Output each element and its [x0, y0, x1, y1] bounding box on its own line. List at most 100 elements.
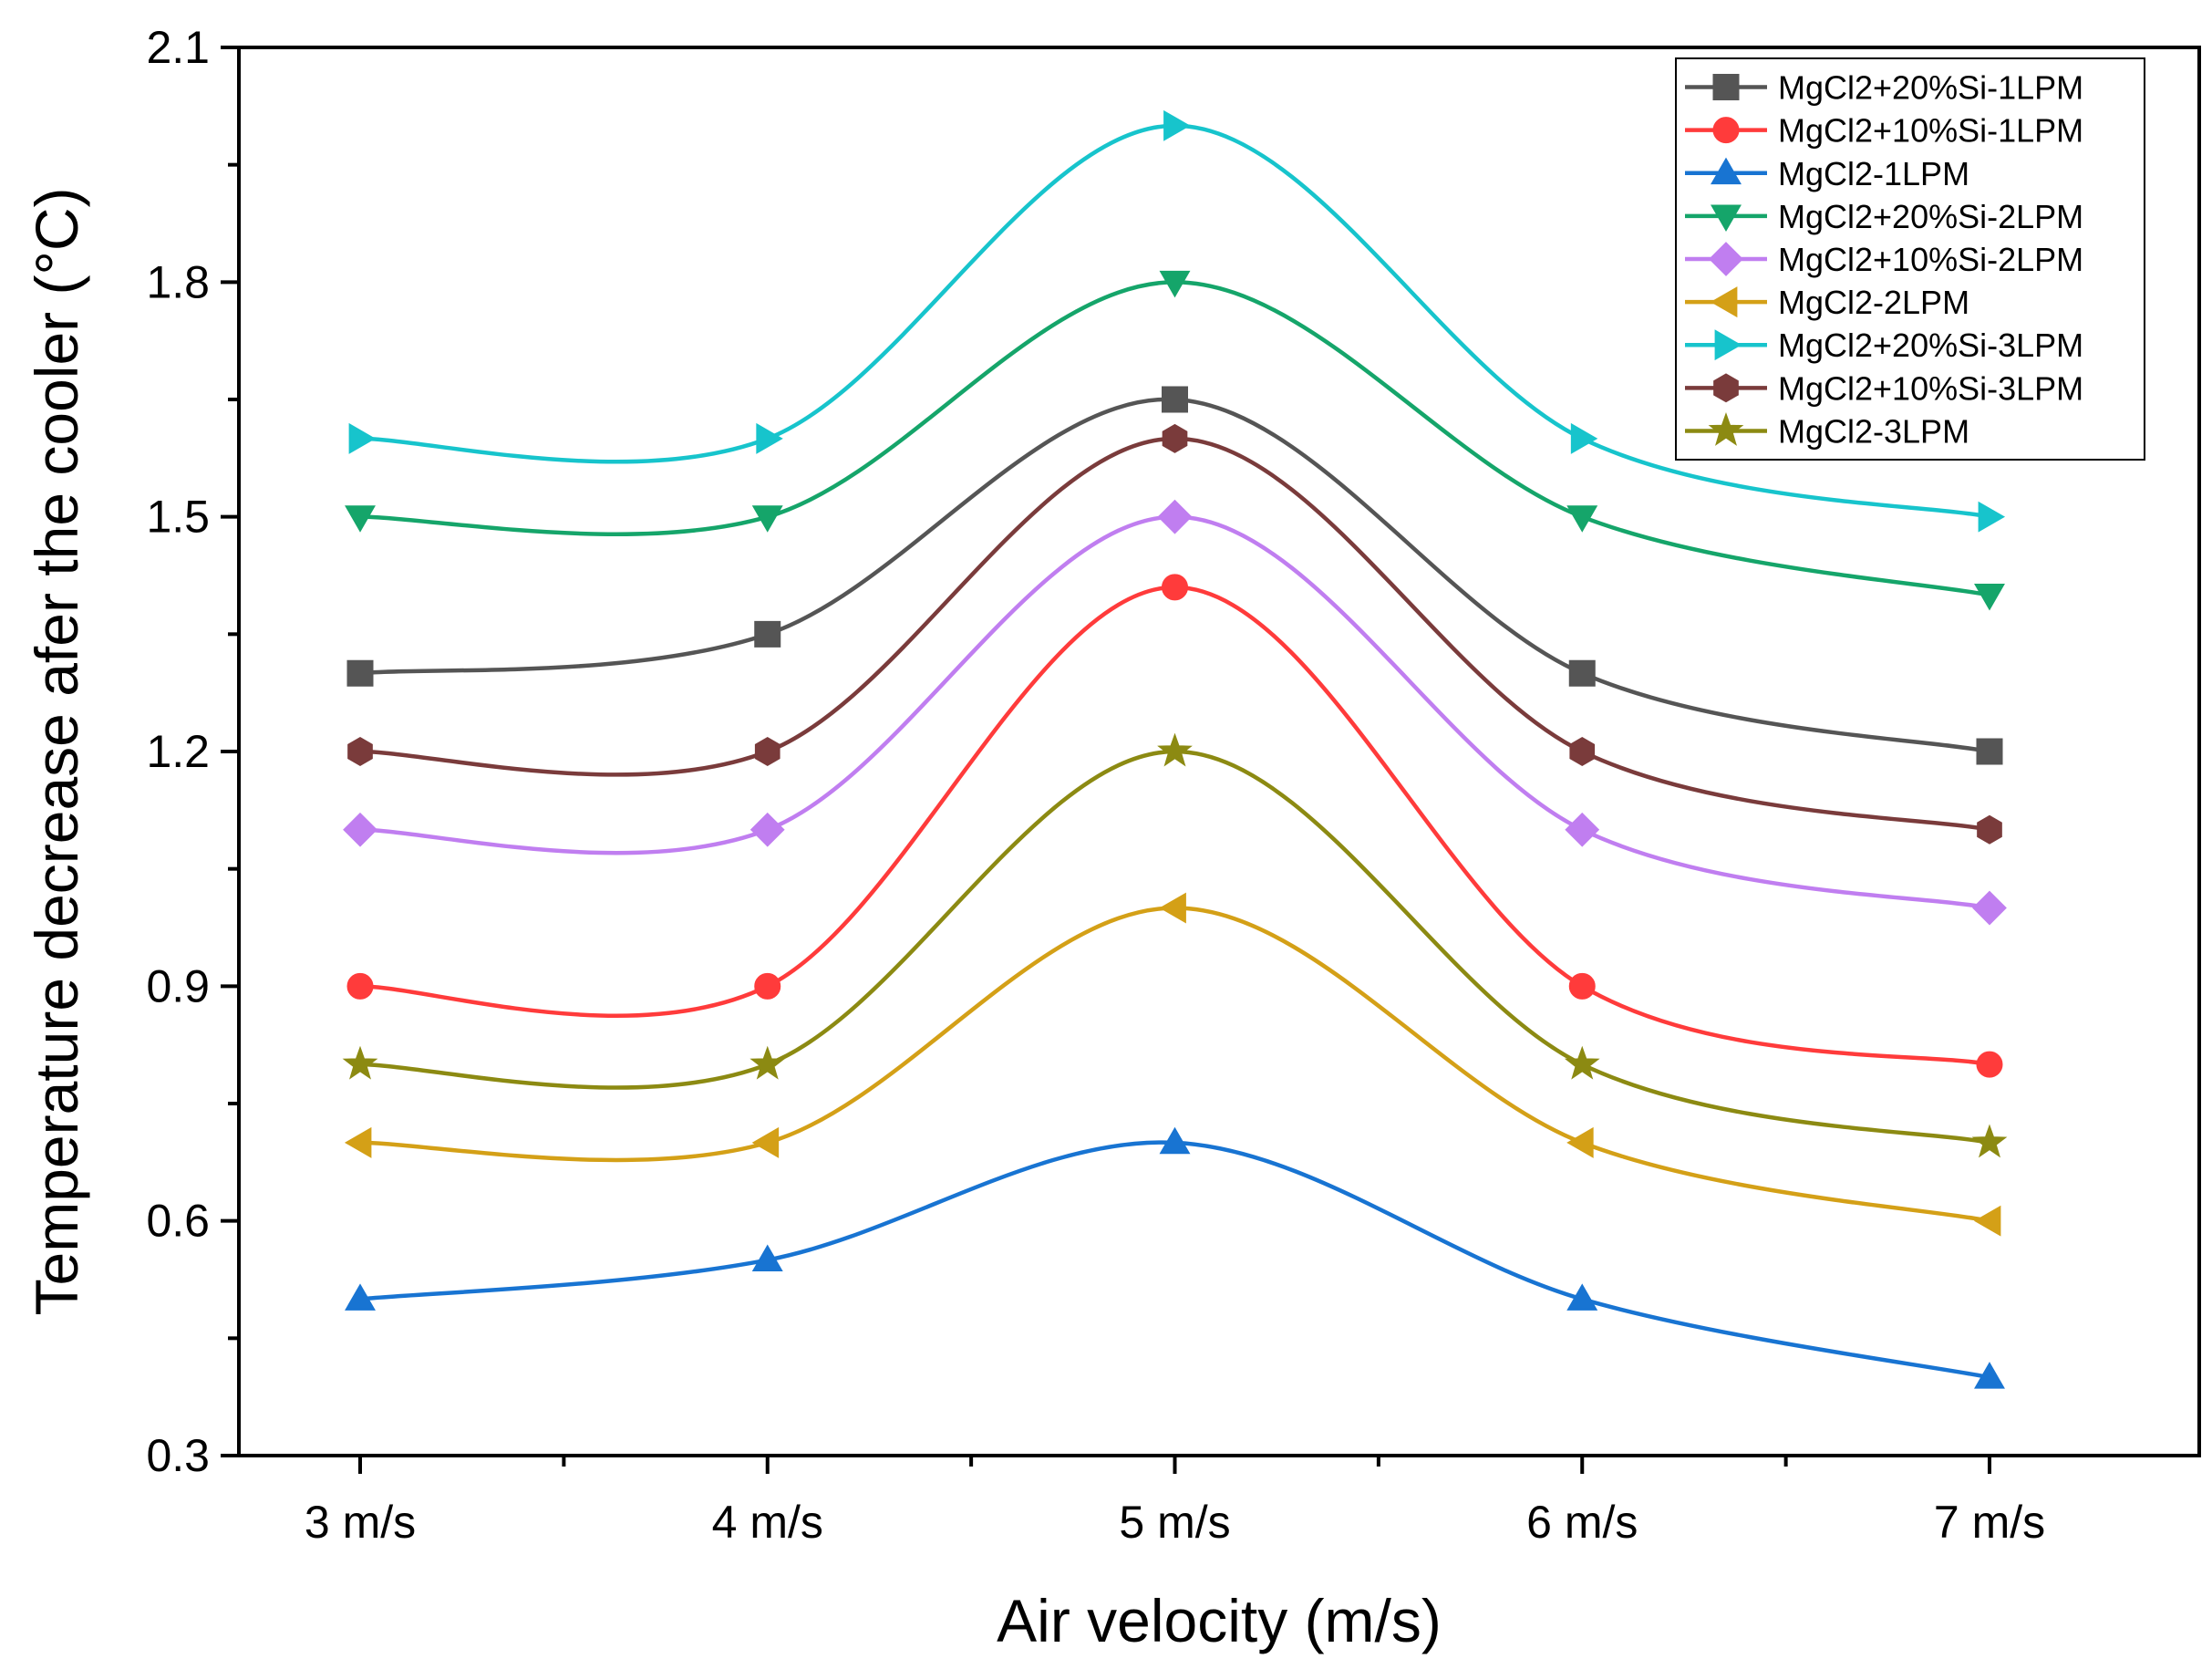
series-7	[347, 423, 2002, 845]
y-tick-label: 2.1	[146, 22, 210, 73]
legend-entry: MgCl2+10%Si-3LPM	[1685, 369, 2083, 407]
x-tick-label: 7 m/s	[1934, 1497, 2045, 1548]
data-point	[347, 737, 373, 766]
series-2	[345, 1126, 2005, 1389]
data-point	[1568, 659, 1596, 687]
legend-label: MgCl2+10%Si-1LPM	[1778, 112, 2083, 150]
y-tick-label: 1.8	[146, 256, 210, 307]
legend-entry: MgCl2-2LPM	[1685, 284, 1969, 321]
data-point	[1564, 1045, 1600, 1080]
data-point	[751, 1244, 783, 1271]
data-point	[1157, 732, 1193, 767]
data-point	[1973, 1205, 2001, 1237]
series-4	[343, 499, 2007, 926]
legend-entry: MgCl2+20%Si-3LPM	[1685, 327, 2083, 364]
x-axis-label: Air velocity (m/s)	[997, 1587, 1442, 1654]
data-point	[1974, 1362, 2005, 1389]
x-tick-label: 5 m/s	[1119, 1497, 1230, 1548]
series-line	[359, 1140, 1990, 1380]
legend-entry: MgCl2+10%Si-2LPM	[1685, 241, 2083, 278]
legend-marker	[1709, 242, 1743, 276]
legend-label: MgCl2+10%Si-2LPM	[1778, 241, 2083, 278]
legend-entry: MgCl2+10%Si-1LPM	[1685, 112, 2083, 150]
y-axis-label: Temperature decrease afer the cooler (°C…	[23, 188, 90, 1316]
legend-entry: MgCl2-1LPM	[1685, 155, 1969, 192]
legend-label: MgCl2-1LPM	[1778, 155, 1969, 192]
data-point	[749, 1045, 786, 1080]
data-point	[348, 422, 377, 454]
data-point	[345, 1283, 376, 1311]
y-tick-label: 0.3	[146, 1430, 210, 1481]
x-tick-label: 4 m/s	[712, 1497, 823, 1548]
series-8	[342, 732, 2008, 1158]
data-point	[1159, 892, 1186, 924]
data-point	[754, 972, 781, 1000]
data-point	[346, 972, 374, 1000]
series-line	[359, 436, 1990, 832]
series-6	[348, 109, 2006, 533]
series-1	[346, 574, 2003, 1078]
data-point	[1971, 1124, 2008, 1158]
legend-marker	[1713, 373, 1739, 403]
y-tick-label: 0.9	[146, 960, 210, 1011]
data-point	[1568, 972, 1596, 1000]
series-line	[359, 585, 1990, 1067]
data-point	[749, 812, 785, 847]
data-point	[342, 1045, 378, 1080]
data-point	[1566, 505, 1598, 533]
data-point	[1157, 499, 1193, 534]
data-point	[1162, 386, 1188, 413]
data-point	[345, 505, 376, 533]
legend-entry: MgCl2+20%Si-2LPM	[1685, 198, 2083, 235]
legend-marker	[1711, 204, 1742, 232]
series-line	[359, 749, 1990, 1145]
series-3	[345, 270, 2005, 611]
data-point	[751, 505, 783, 533]
legend-marker	[1711, 157, 1742, 185]
data-point	[756, 422, 783, 454]
data-point	[1976, 1051, 2003, 1078]
legend-label: MgCl2-3LPM	[1778, 412, 1969, 450]
data-point	[1159, 270, 1191, 298]
legend-marker	[1708, 412, 1744, 446]
legend-entry: MgCl2-3LPM	[1685, 412, 1969, 450]
legend-label: MgCl2+20%Si-3LPM	[1778, 327, 2083, 364]
legend-marker	[1714, 329, 1742, 361]
data-point	[343, 812, 377, 847]
legend-entry: MgCl2+20%Si-1LPM	[1685, 69, 2083, 107]
y-tick-label: 0.6	[146, 1196, 210, 1247]
data-point	[1972, 890, 2007, 926]
legend-label: MgCl2+20%Si-2LPM	[1778, 198, 2083, 235]
data-point	[1976, 738, 2003, 765]
data-point	[1565, 812, 1600, 847]
series-line	[359, 906, 1990, 1223]
data-point	[1974, 584, 2005, 611]
legend-marker	[1710, 286, 1738, 318]
y-tick-label: 1.5	[146, 492, 210, 543]
data-point	[1162, 423, 1188, 453]
data-point	[346, 659, 374, 687]
data-point	[754, 620, 781, 648]
x-tick-label: 3 m/s	[305, 1497, 416, 1548]
legend-marker	[1712, 74, 1740, 101]
data-point	[754, 737, 780, 766]
data-point	[344, 1126, 372, 1158]
data-point	[1977, 814, 2002, 845]
data-point	[1569, 737, 1596, 766]
legend-marker	[1712, 117, 1740, 144]
data-point	[1159, 1126, 1191, 1155]
legend-label: MgCl2-2LPM	[1778, 284, 1969, 321]
legend-label: MgCl2+20%Si-1LPM	[1778, 69, 2083, 107]
data-point	[1978, 501, 2006, 533]
data-point	[1163, 109, 1191, 141]
series-0	[346, 386, 2003, 765]
legend: MgCl2+20%Si-1LPM MgCl2+10%Si-1LPM MgCl2-1L…	[1675, 57, 2145, 461]
data-point	[1566, 1283, 1598, 1311]
data-point	[1570, 422, 1598, 454]
y-tick-label: 1.2	[146, 726, 210, 777]
x-tick-label: 6 m/s	[1526, 1497, 1638, 1548]
data-point	[1161, 574, 1189, 601]
data-point	[751, 1126, 780, 1158]
data-point	[1566, 1126, 1594, 1158]
